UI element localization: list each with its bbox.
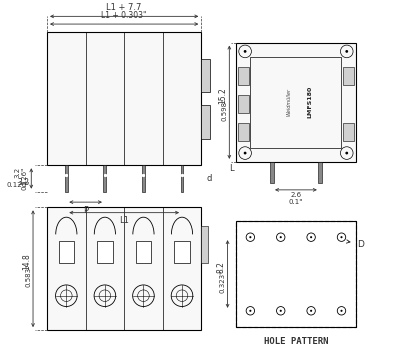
Bar — [318, 162, 322, 183]
Bar — [238, 123, 249, 141]
Bar — [201, 105, 210, 139]
Circle shape — [340, 236, 342, 238]
Bar — [236, 221, 356, 326]
Text: Weidmüller: Weidmüller — [286, 88, 292, 116]
Text: L1 + 7.7: L1 + 7.7 — [106, 3, 142, 12]
Bar — [65, 165, 68, 192]
Text: 15.2: 15.2 — [218, 87, 228, 104]
Circle shape — [280, 310, 282, 312]
Text: LMFS180: LMFS180 — [308, 86, 312, 118]
Circle shape — [280, 236, 282, 238]
Bar — [174, 241, 190, 263]
Text: 0.598": 0.598" — [222, 98, 228, 121]
Text: 8.2: 8.2 — [217, 261, 226, 273]
Circle shape — [244, 152, 246, 155]
Text: HOLE PATTERN: HOLE PATTERN — [264, 337, 328, 346]
Text: 2.6
0.1": 2.6 0.1" — [289, 192, 303, 205]
Bar — [201, 59, 210, 92]
Bar — [136, 241, 151, 263]
Bar — [142, 165, 145, 192]
Text: 0.323": 0.323" — [220, 269, 226, 293]
Text: 3.2: 3.2 — [18, 178, 30, 188]
Bar — [104, 165, 106, 192]
Bar — [201, 226, 208, 263]
Text: 14.8: 14.8 — [22, 253, 31, 270]
Circle shape — [340, 310, 342, 312]
Bar — [238, 95, 249, 113]
Text: 0.126": 0.126" — [6, 182, 30, 188]
Text: L1: L1 — [119, 216, 129, 225]
Bar — [343, 123, 354, 141]
Text: L: L — [229, 163, 233, 173]
Circle shape — [249, 310, 252, 312]
Circle shape — [345, 152, 348, 155]
Text: 0.583": 0.583" — [25, 264, 31, 287]
Bar — [181, 165, 184, 192]
Bar — [236, 43, 356, 162]
Text: 3.2
0.126": 3.2 0.126" — [14, 167, 27, 190]
Text: d: d — [206, 174, 212, 183]
Circle shape — [345, 50, 348, 53]
Bar — [47, 208, 201, 330]
Bar — [270, 162, 274, 183]
Circle shape — [244, 50, 246, 53]
Text: L1 + 0.303": L1 + 0.303" — [102, 11, 147, 20]
Circle shape — [310, 236, 312, 238]
Circle shape — [249, 236, 252, 238]
Circle shape — [310, 310, 312, 312]
Bar — [250, 57, 342, 148]
Bar — [238, 67, 249, 85]
Text: D: D — [357, 240, 364, 250]
Text: P: P — [83, 206, 88, 215]
Bar — [59, 241, 74, 263]
Bar — [343, 67, 354, 85]
Bar — [236, 221, 356, 326]
Bar — [47, 32, 201, 165]
Bar — [97, 241, 113, 263]
